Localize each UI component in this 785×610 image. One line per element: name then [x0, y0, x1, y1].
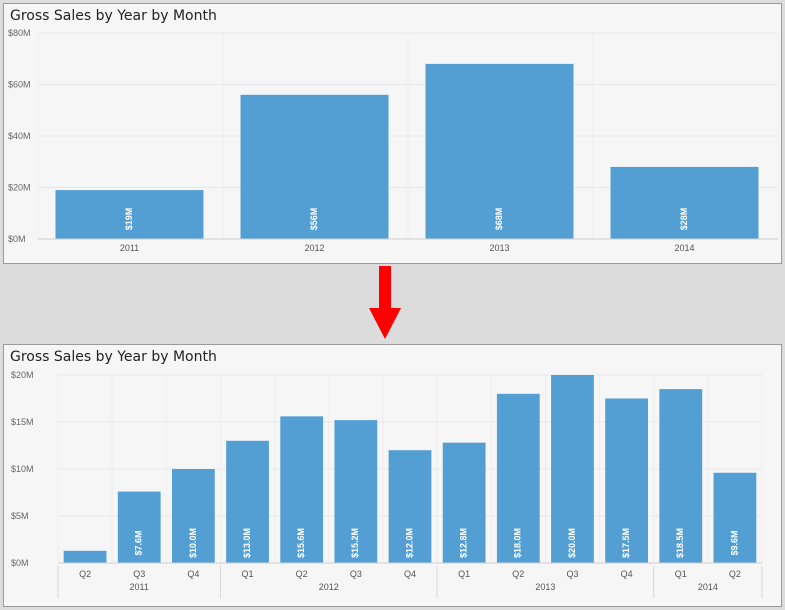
- x-tick-label-year: 2011: [130, 582, 149, 592]
- x-tick-label-year: 2013: [535, 582, 555, 592]
- data-label: $17.5M: [621, 528, 631, 558]
- data-label: $18.5M: [675, 528, 685, 558]
- x-tick-label-quarter: Q3: [350, 569, 362, 579]
- y-tick-label: $5M: [11, 511, 29, 521]
- x-tick-label-quarter: Q4: [621, 569, 633, 579]
- x-tick-label-quarter: Q4: [187, 569, 199, 579]
- x-tick-label-quarter: Q4: [404, 569, 416, 579]
- data-label: $13.0M: [242, 528, 252, 558]
- x-tick-label-quarter: Q2: [296, 569, 308, 579]
- data-label: $7.6M: [134, 530, 144, 555]
- x-tick-label-quarter: Q1: [242, 569, 254, 579]
- y-tick-label: $10M: [11, 464, 34, 474]
- x-tick-label-quarter: Q1: [675, 569, 687, 579]
- x-tick-label-year: 2012: [319, 582, 339, 592]
- y-tick-label: $20M: [11, 370, 34, 380]
- data-label: $15.2M: [350, 528, 360, 558]
- data-label: $10.0M: [188, 528, 198, 558]
- data-label: $12.0M: [404, 528, 414, 558]
- x-tick-label-quarter: Q1: [458, 569, 470, 579]
- y-tick-label: $0M: [11, 558, 29, 568]
- data-label: $12.8M: [459, 528, 469, 558]
- x-tick-label-quarter: Q3: [133, 569, 145, 579]
- x-tick-label-quarter: Q3: [566, 569, 578, 579]
- data-label: $18.0M: [513, 528, 523, 558]
- data-label: $9.6M: [729, 530, 739, 555]
- data-label: $20.0M: [567, 528, 577, 558]
- bar-0: [64, 551, 107, 563]
- x-tick-label-quarter: Q2: [729, 569, 741, 579]
- x-tick-label-year: 2014: [698, 582, 718, 592]
- y-tick-label: $15M: [11, 417, 34, 427]
- x-tick-label-quarter: Q2: [79, 569, 91, 579]
- x-tick-label-quarter: Q2: [512, 569, 524, 579]
- data-label: $15.6M: [296, 528, 306, 558]
